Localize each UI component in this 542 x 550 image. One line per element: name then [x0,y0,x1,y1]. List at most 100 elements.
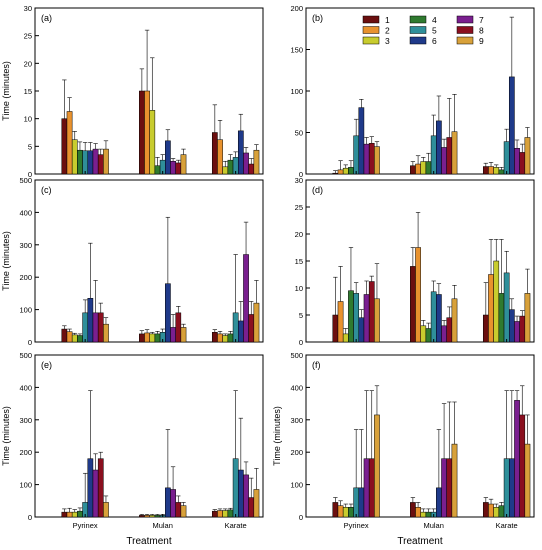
y-tick-label: 0 [28,338,32,347]
y-tick-label: 50 [295,129,303,138]
x-axis-label: Treatment [126,536,171,547]
bar [87,298,94,343]
bar [170,327,176,343]
bar [353,487,360,518]
bar [348,167,354,175]
bar [348,290,354,343]
y-tick-label: 0 [299,338,303,347]
y-tick-label: 0 [299,513,303,522]
legend-label: 8 [479,26,484,36]
bar [92,312,99,343]
bar [451,443,458,518]
bar [144,515,150,518]
bar [436,487,442,518]
legend-label: 7 [479,15,484,25]
bar [498,505,505,518]
y-tick-label: 400 [19,208,32,217]
bar [519,315,526,343]
bar [248,497,255,518]
bar [410,502,416,518]
bar [253,302,260,343]
bar [243,152,249,175]
panel-f: 0 100 200 300 400 500 Time (minutes) (f) Pyrinex… [272,351,535,547]
bar [248,314,255,343]
bar [374,298,380,343]
bar [97,312,104,343]
bar [514,321,520,343]
bar [493,167,500,175]
bar [374,146,380,175]
bar [175,162,182,175]
bar [493,507,500,518]
bar [332,502,339,518]
y-tick-label: 200 [290,448,303,457]
bar [237,130,244,175]
bar [498,293,505,343]
bar [353,135,360,175]
bar [425,511,432,518]
bar [508,309,515,343]
bar [149,333,156,343]
legend-swatch [456,15,474,24]
legend-label: 5 [432,26,437,36]
bar [425,161,432,175]
y-tick-label: 5 [299,311,303,320]
bar [180,505,187,518]
legend-swatch [409,15,427,24]
bar [353,293,360,343]
bar [253,149,260,175]
bar [217,333,223,343]
bar [415,163,421,175]
bar [139,333,145,343]
bar [139,90,145,175]
bar [103,323,109,343]
bar [436,120,442,175]
bar [77,149,83,175]
panel-label: (e) [41,360,52,370]
y-tick-label: 30 [24,4,32,13]
bar [363,294,370,343]
bar [482,314,489,343]
bar [97,458,104,518]
bar [227,159,234,175]
legend-swatch [409,26,427,34]
panel-label: (b) [312,13,323,23]
bar [446,458,453,518]
bar [149,110,156,175]
bar [503,458,510,518]
x-tick-label: Pyrinex [73,521,98,530]
bar [358,107,365,175]
bar [524,137,531,175]
bar [77,335,83,343]
bar [92,469,99,518]
bar [441,458,447,518]
plot-frame [305,354,535,518]
bar [237,469,244,518]
y-tick-label: 0 [299,170,303,179]
bar [337,505,344,518]
bar [144,90,150,175]
panel-label: (a) [41,13,52,23]
bar [211,510,218,518]
bar [97,154,104,175]
bar [232,458,239,518]
bar [61,511,68,518]
bar [66,111,73,175]
bar [420,161,427,175]
bar [248,163,255,175]
bar [243,474,249,518]
bar [415,247,421,343]
y-tick-label: 15 [24,87,32,96]
bar [139,515,145,518]
x-tick-label: Karate [496,521,518,530]
bar [488,503,494,518]
bar [332,314,339,343]
bar [342,167,349,175]
y-tick-label: 400 [19,383,32,392]
y-tick-label: 15 [295,257,303,266]
bar [332,172,339,175]
bar [508,458,515,518]
bar [154,333,161,343]
bar [514,400,520,518]
legend-label: 4 [432,15,437,25]
